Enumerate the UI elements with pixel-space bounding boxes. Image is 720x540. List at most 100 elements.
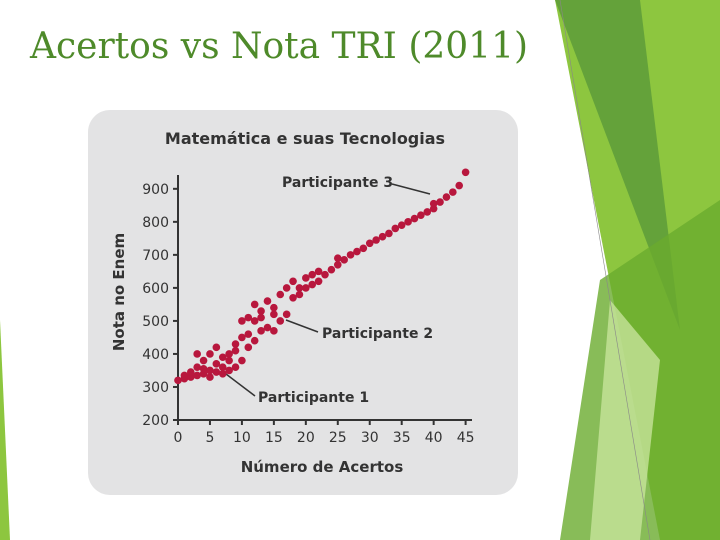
point xyxy=(225,356,233,365)
point xyxy=(238,317,246,325)
annotation-arrow xyxy=(225,373,256,397)
point xyxy=(218,353,227,362)
point xyxy=(257,307,265,315)
point xyxy=(231,340,240,348)
point xyxy=(250,300,259,309)
point xyxy=(263,323,272,332)
point xyxy=(404,218,412,226)
point xyxy=(417,211,425,220)
x-tick-label: 30 xyxy=(361,430,379,446)
point xyxy=(270,310,278,319)
annotations: Participante 1 Participante 2 Participan… xyxy=(225,175,433,406)
x-tick-label: 10 xyxy=(233,430,251,446)
y-tick-label: 600 xyxy=(142,281,169,297)
point xyxy=(436,198,444,206)
point xyxy=(231,346,240,355)
point xyxy=(449,188,457,196)
point xyxy=(276,290,285,299)
point xyxy=(174,376,182,385)
point xyxy=(327,265,336,274)
point xyxy=(199,365,208,373)
point xyxy=(365,239,374,248)
x-tick-label: 5 xyxy=(205,430,214,446)
point xyxy=(250,336,259,345)
point xyxy=(282,284,291,292)
point xyxy=(218,363,227,371)
y-tick-label: 200 xyxy=(142,413,169,429)
y-tick-label: 400 xyxy=(142,347,169,363)
point xyxy=(282,310,291,319)
point xyxy=(257,313,265,322)
point xyxy=(199,356,208,365)
point xyxy=(442,193,451,201)
x-tick-label: 15 xyxy=(265,430,283,446)
point xyxy=(206,373,214,381)
x-tick-label: 35 xyxy=(393,430,411,446)
x-tick-label: 25 xyxy=(329,430,347,446)
point xyxy=(295,290,304,299)
point xyxy=(276,317,285,325)
point xyxy=(289,277,297,286)
point xyxy=(353,247,361,256)
chart-panel xyxy=(88,110,518,495)
point xyxy=(270,303,278,312)
x-tick-label: 0 xyxy=(174,430,183,446)
x-tick-label: 40 xyxy=(425,430,443,446)
point xyxy=(308,280,317,289)
point xyxy=(238,333,246,342)
annotation: Participante 1 xyxy=(258,390,369,406)
point xyxy=(340,256,348,264)
point xyxy=(378,232,387,241)
point xyxy=(302,284,310,292)
point xyxy=(206,350,214,358)
point xyxy=(391,224,400,233)
point xyxy=(263,297,272,305)
point xyxy=(359,244,368,253)
y-tick-label: 300 xyxy=(142,380,169,396)
point xyxy=(180,371,189,380)
point xyxy=(212,360,221,368)
point xyxy=(238,356,246,365)
point xyxy=(231,363,240,371)
point xyxy=(372,236,380,244)
y-tick-label: 700 xyxy=(142,248,169,264)
x-tick-label: 20 xyxy=(297,430,315,446)
point xyxy=(212,343,221,352)
point xyxy=(244,330,253,338)
annotation: Participante 3 xyxy=(282,175,393,191)
point xyxy=(244,313,253,322)
point xyxy=(218,369,227,378)
chart-title: Matemática e suas Tecnologias xyxy=(165,129,445,148)
point xyxy=(346,251,355,259)
point xyxy=(314,277,323,286)
annotation: Participante 2 xyxy=(322,326,433,342)
y-tick-label: 800 xyxy=(142,215,169,231)
annotation-arrow xyxy=(391,183,431,195)
x-tick-label: 45 xyxy=(457,430,475,446)
point xyxy=(321,270,329,279)
point xyxy=(423,208,432,216)
point xyxy=(206,366,214,375)
point xyxy=(250,317,259,325)
point xyxy=(295,284,304,292)
point xyxy=(193,350,201,358)
y-tick-label: 900 xyxy=(142,182,169,198)
point xyxy=(314,267,323,276)
point xyxy=(333,254,342,262)
point xyxy=(186,368,195,376)
point xyxy=(212,368,221,376)
point xyxy=(289,294,297,302)
point xyxy=(429,199,438,208)
point xyxy=(385,229,393,238)
point xyxy=(270,327,278,335)
point xyxy=(302,274,310,282)
point xyxy=(225,350,233,358)
point xyxy=(455,181,464,190)
y-axis-label: Nota no Enem xyxy=(110,233,128,351)
annotation-arrow xyxy=(285,319,319,333)
slide-title: Acertos vs Nota TRI (2011) xyxy=(29,26,528,67)
point xyxy=(257,327,265,335)
point xyxy=(193,371,201,380)
